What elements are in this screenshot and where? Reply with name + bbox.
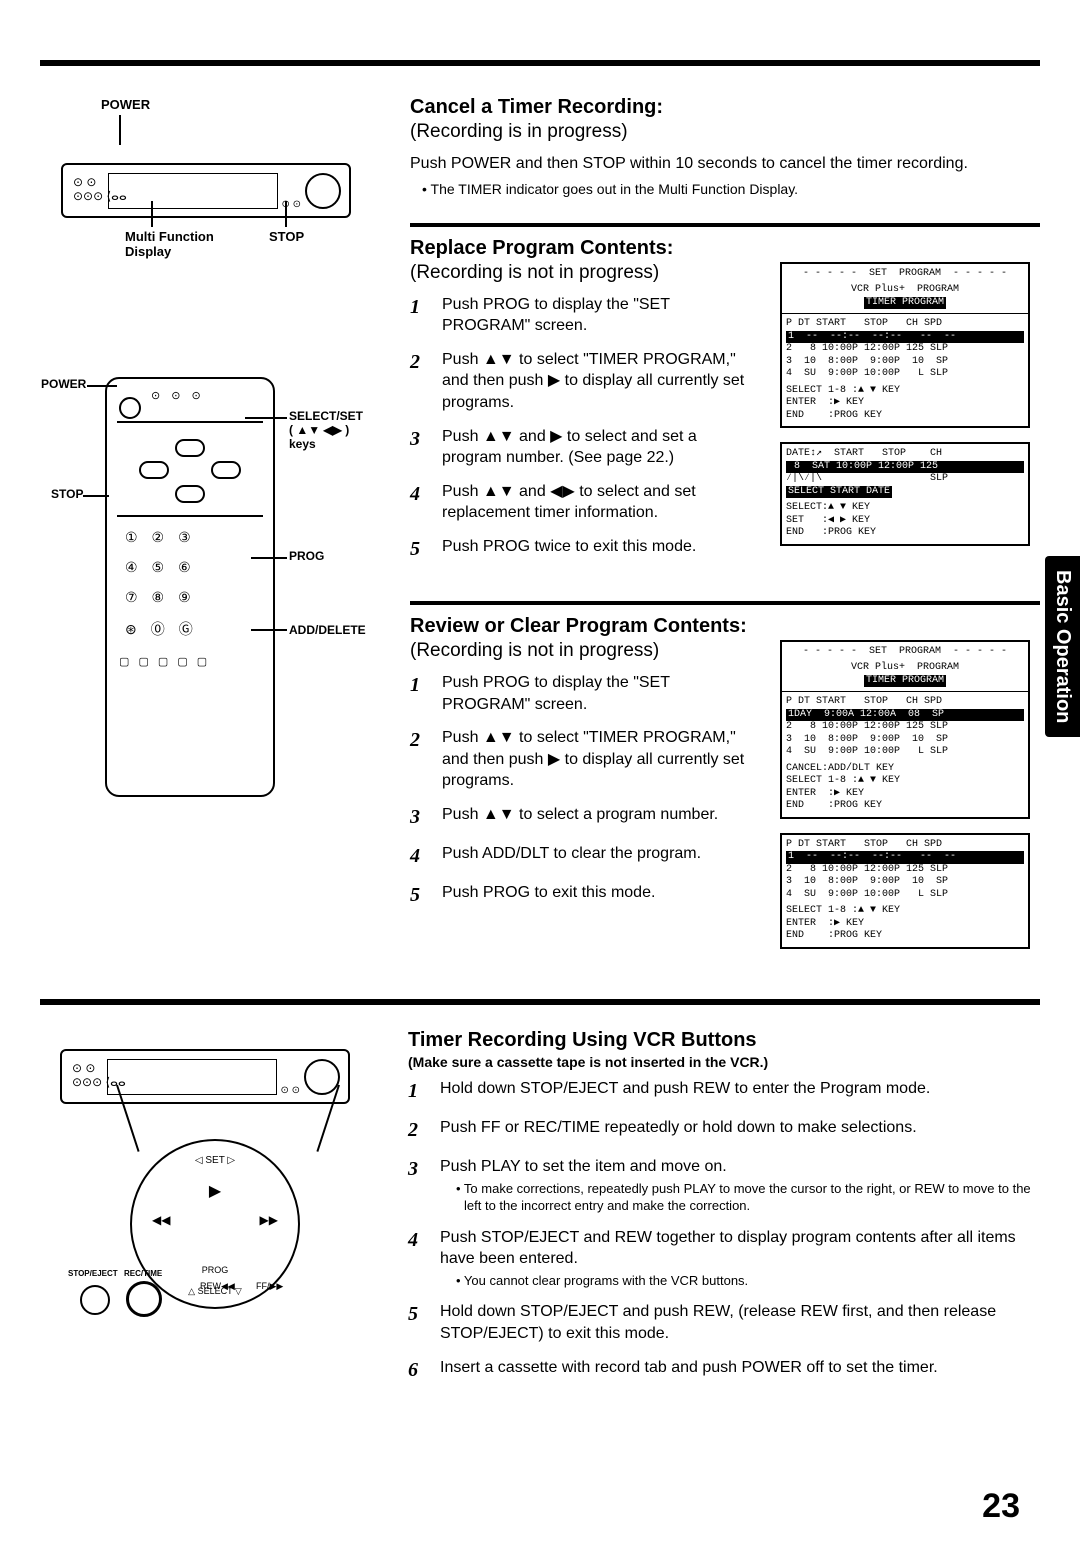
remote-adddel-label: ADD/DELETE	[289, 623, 366, 637]
cancel-section: Cancel a Timer Recording: (Recording is …	[410, 96, 1040, 197]
review-step-4: Push ADD/DLT to clear the program.	[442, 843, 760, 870]
vcrbtn-step-1: Hold down STOP/EJECT and push REW to ent…	[440, 1078, 1040, 1105]
replace-section: Replace Program Contents: (Recording is …	[410, 237, 1040, 575]
vcr-buttons-section: ⊙ ⊙⊙⊙⊙ ⟨ⴰⴰ ⊙ ⊙ ◁ SET ▷ ▶ ◀◀ ▶▶ PROG △ SE…	[40, 999, 1040, 1396]
replace-screen-2: DATE↕↗ START STOP CH 8 SAT 10:00P 12:00P…	[780, 442, 1030, 546]
side-tab: Basic Operation	[1045, 556, 1080, 737]
content-column: Basic Operation Cancel a Timer Recording…	[410, 96, 1040, 963]
cancel-bullet: • The TIMER indicator goes out in the Mu…	[422, 181, 1040, 197]
vcrbtn-title: Timer Recording Using VCR Buttons	[408, 1029, 1040, 1052]
vcrbtn-step-3-sub: • To make corrections, repeatedly push P…	[456, 1180, 1040, 1215]
review-steps: 1Push PROG to display the "SET PROGRAM" …	[410, 672, 760, 909]
review-screen-2: P DT START STOP CH SPD 1 -- --:-- --:-- …	[780, 833, 1030, 949]
replace-screen-1: - - - - - SET PROGRAM - - - - - VCR Plus…	[780, 262, 1030, 429]
replace-title: Replace Program Contents:	[410, 237, 1040, 260]
replace-step-3: Push ▲▼ and ▶ to select and set a progra…	[442, 426, 760, 469]
vcr-buttons-diagram: ⊙ ⊙⊙⊙⊙ ⟨ⴰⴰ ⊙ ⊙ ◁ SET ▷ ▶ ◀◀ ▶▶ PROG △ SE…	[40, 1029, 380, 1349]
multi-function-label: Multi Function Display	[125, 229, 214, 259]
review-step-3: Push ▲▼ to select a program number.	[442, 804, 760, 831]
vcrbtn-step-2: Push FF or REC/TIME repeatedly or hold d…	[440, 1117, 1040, 1144]
vcrbtn-step-3: Push PLAY to set the item and move on.	[440, 1158, 727, 1175]
replace-steps: 1Push PROG to display the "SET PROGRAM" …	[410, 294, 760, 563]
review-step-2: Push ▲▼ to select "TIMER PROGRAM," and t…	[442, 727, 760, 792]
replace-step-1: Push PROG to display the "SET PROGRAM" s…	[442, 294, 760, 337]
remote-prog-label: PROG	[289, 549, 324, 563]
replace-step-2: Push ▲▼ to select "TIMER PROGRAM," and t…	[442, 349, 760, 414]
remote-power-label: POWER	[41, 377, 86, 391]
review-step-1: Push PROG to display the "SET PROGRAM" s…	[442, 672, 760, 715]
vcrbtn-note: (Make sure a cassette tape is not insert…	[408, 1054, 1040, 1070]
cancel-body: Push POWER and then STOP within 10 secon…	[410, 153, 1040, 175]
page-number: 23	[982, 1487, 1020, 1526]
vcrbtn-step-5: Hold down STOP/EJECT and push REW, (rele…	[440, 1301, 1040, 1344]
vcrbtn-step-4: Push STOP/EJECT and REW together to disp…	[440, 1229, 1016, 1268]
review-step-5: Push PROG to exit this mode.	[442, 882, 760, 909]
review-section: Review or Clear Program Contents: (Recor…	[410, 615, 1040, 963]
power-label: POWER	[101, 97, 150, 112]
cancel-sub: (Recording is in progress)	[410, 121, 1040, 143]
remote-keys-label: ( ▲▼ ◀▶ ) keys	[289, 423, 349, 451]
top-border	[40, 60, 1040, 66]
remote-diagram: POWER STOP SELECT/SET ( ▲▼ ◀▶ ) keys PRO…	[40, 326, 380, 806]
replace-step-4: Push ▲▼ and ◀▶ to select and set replace…	[442, 481, 760, 524]
replace-step-5: Push PROG twice to exit this mode.	[442, 536, 760, 563]
cancel-title: Cancel a Timer Recording:	[410, 96, 1040, 119]
remote-selectset-label: SELECT/SET	[289, 409, 363, 423]
vcr-diagram: POWER ⊙ ⊙⊙⊙⊙ ⟨ⴰⴰ ⊙ ⊙ Multi Function Disp…	[40, 96, 380, 296]
review-screen-1: - - - - - SET PROGRAM - - - - - VCR Plus…	[780, 640, 1030, 819]
stop-label: STOP	[269, 229, 304, 244]
review-sub: (Recording is not in progress)	[410, 640, 760, 662]
vcrbtn-step-4-sub: • You cannot clear programs with the VCR…	[456, 1272, 1040, 1290]
left-diagrams: POWER ⊙ ⊙⊙⊙⊙ ⟨ⴰⴰ ⊙ ⊙ Multi Function Disp…	[40, 96, 380, 963]
vcrbtn-step-6: Insert a cassette with record tab and pu…	[440, 1357, 1040, 1384]
review-title: Review or Clear Program Contents:	[410, 615, 1040, 638]
replace-sub: (Recording is not in progress)	[410, 262, 760, 284]
vcrbtn-steps: 1Hold down STOP/EJECT and push REW to en…	[408, 1078, 1040, 1384]
remote-stop-label: STOP	[51, 487, 83, 501]
